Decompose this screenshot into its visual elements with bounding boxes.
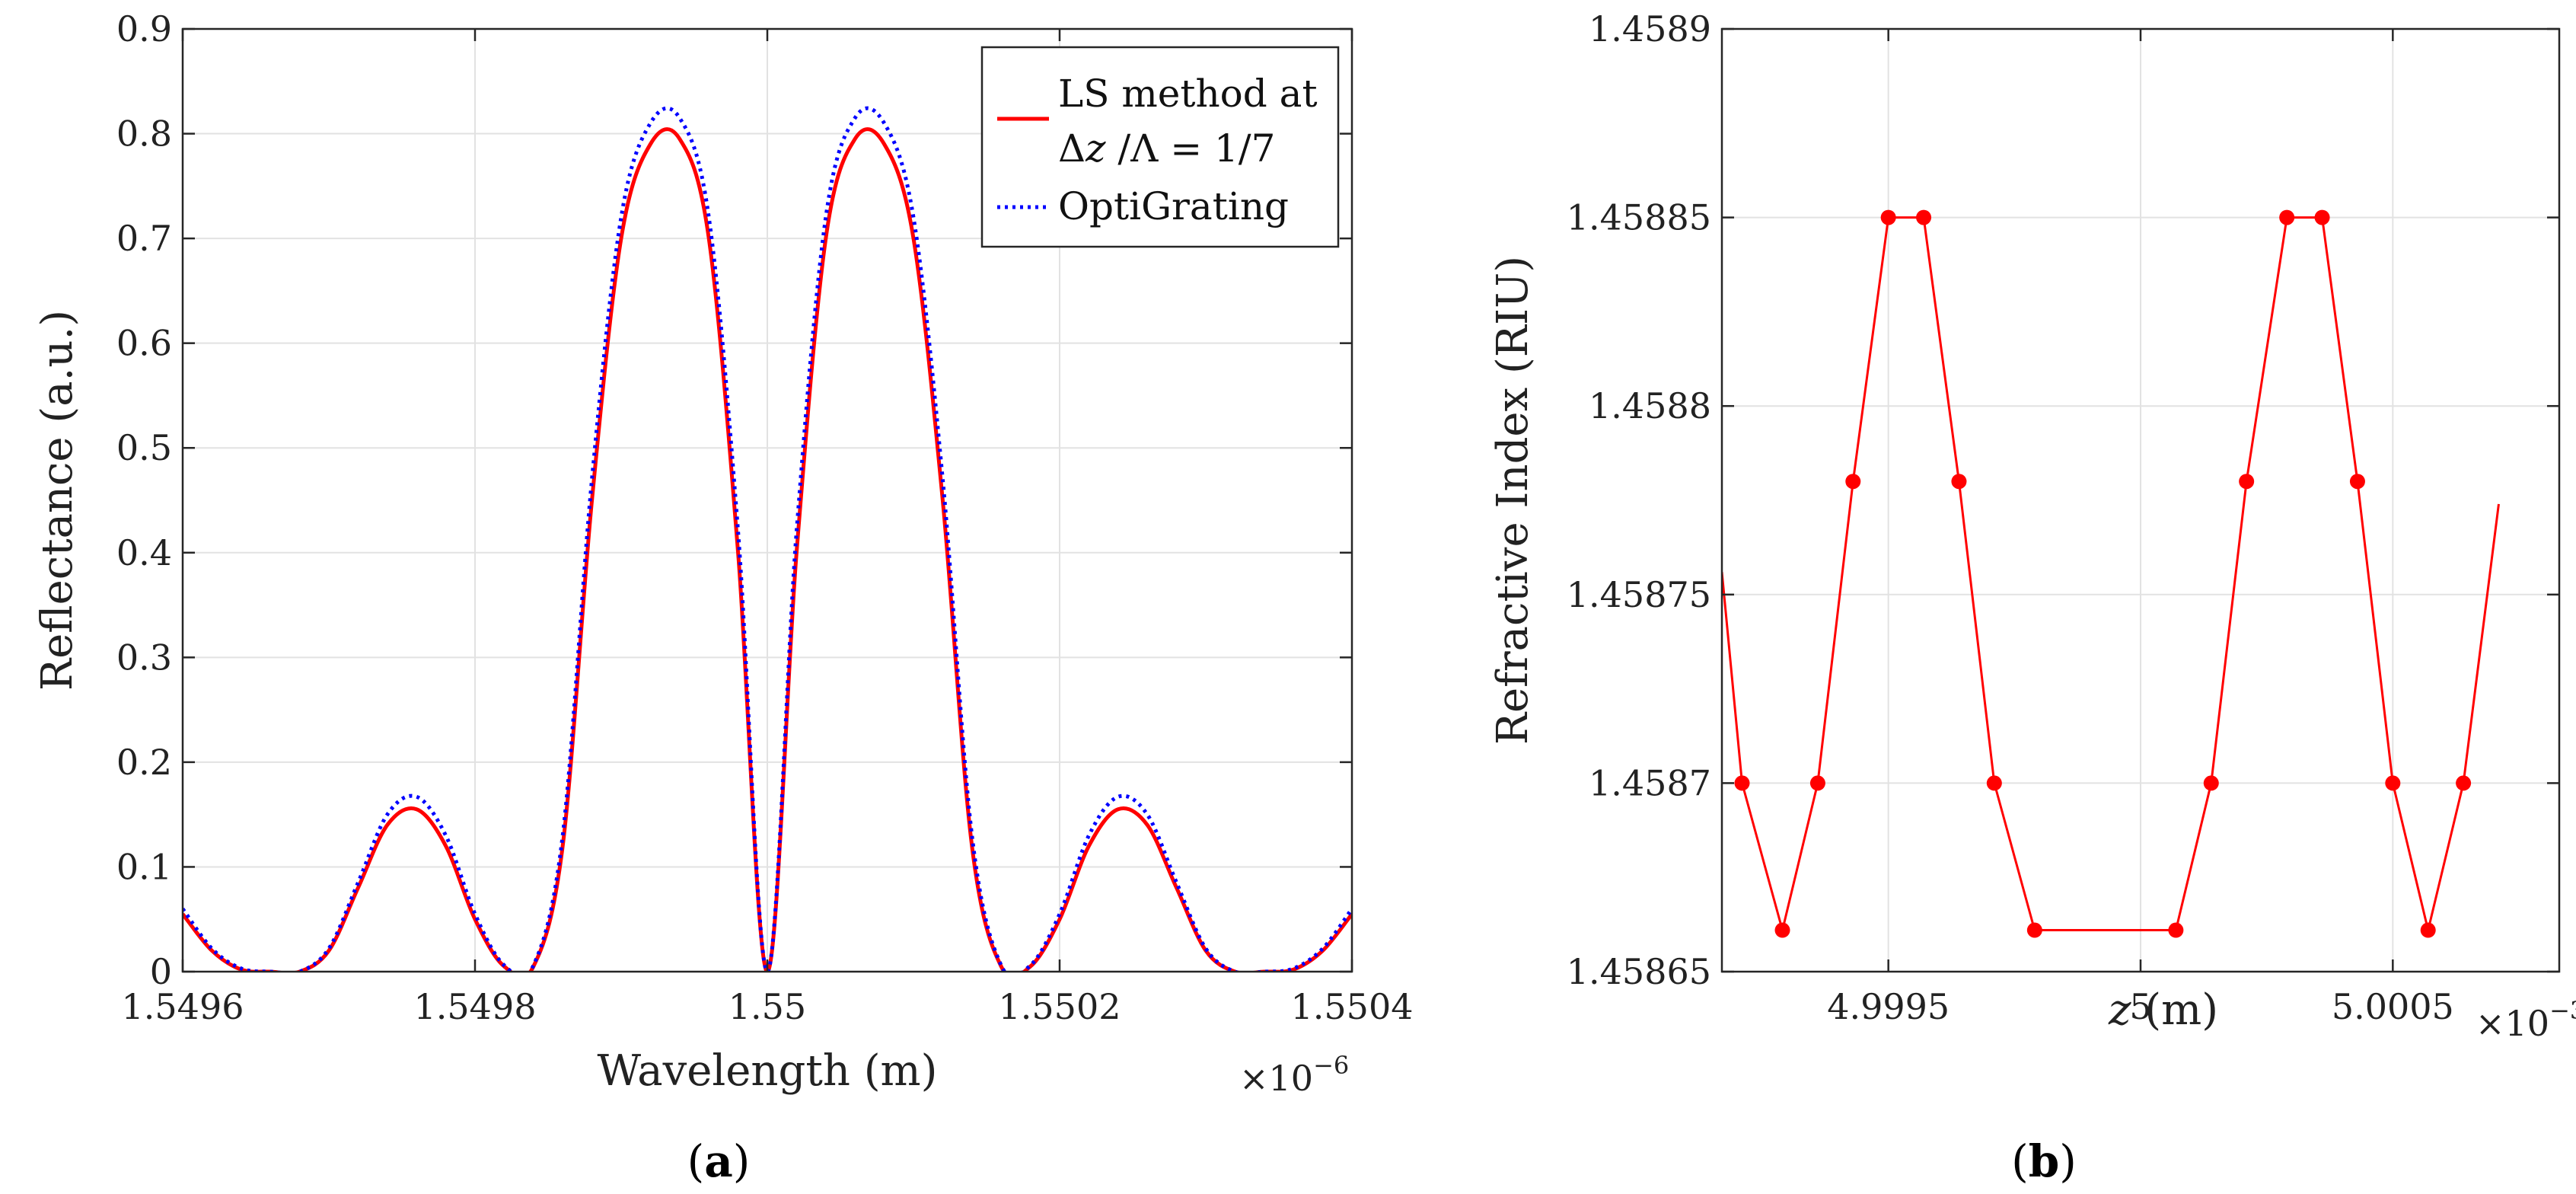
y-tick-label: 0.1	[116, 846, 172, 887]
panel-a-y-ticks: 0 0.1 0.2 0.3 0.4 0.5 0.6 0.7 0.8 0.9	[116, 8, 1352, 992]
data-point	[1809, 775, 1825, 791]
y-tick-label: 0.4	[116, 532, 172, 573]
y-tick-label: 0.2	[116, 742, 172, 783]
y-tick-label: 0.5	[116, 427, 172, 468]
data-point	[2420, 922, 2436, 938]
x-tick-label: 1.5504	[1291, 986, 1414, 1027]
data-point	[2314, 209, 2330, 225]
data-point	[2239, 474, 2255, 490]
panel-a-y-axis-label: Reflectance (a.u.)	[33, 310, 82, 691]
panel-b-x-ticks: 4.9995 5 5.0005	[1827, 29, 2454, 1027]
x-tick-label: 1.5496	[122, 986, 244, 1027]
x-tick-label: 1.55	[728, 986, 806, 1027]
x-tick-label: 1.5502	[999, 986, 1121, 1027]
data-point	[2279, 209, 2295, 225]
panel-a-caption: (a)	[687, 1135, 751, 1187]
data-point	[1951, 474, 1967, 490]
series-line-refractive-index	[1722, 216, 2500, 932]
y-tick-label: 0.6	[116, 323, 172, 364]
y-tick-label: 1.4588	[1589, 385, 1711, 426]
y-tick-label: 1.45865	[1567, 951, 1711, 992]
panel-b-refractive-index-chart: 4.9995 5 5.0005 1.45865 1.4587 1.45875 1.4588…	[1488, 8, 2576, 1187]
y-tick-label: 0.7	[116, 218, 172, 259]
data-point	[1916, 209, 1932, 225]
y-tick-label: 1.4587	[1589, 762, 1711, 803]
panel-a-x-ticks: 1.5496 1.5498 1.55 1.5502 1.5504	[122, 29, 1414, 1027]
data-point	[1734, 775, 1750, 791]
legend-label-optigrating: OptiGrating	[1058, 184, 1289, 228]
data-point	[2026, 922, 2042, 938]
legend-box	[980, 46, 1340, 248]
panel-b-x-exponent: ×10−3	[2476, 996, 2576, 1044]
y-tick-label: 0	[150, 951, 172, 992]
data-point	[2168, 922, 2184, 938]
y-tick-label: 1.45875	[1567, 574, 1711, 615]
legend-label-ls-method-line1: LS method at	[1058, 72, 1318, 116]
panel-a-series	[183, 106, 1352, 972]
panel-b-y-ticks: 1.45865 1.4587 1.45875 1.4588 1.45885 1.4589	[1567, 8, 2559, 992]
panel-b-series	[1722, 209, 2500, 938]
y-tick-label: 0.8	[116, 113, 172, 155]
data-point	[2456, 775, 2472, 791]
data-point	[1845, 474, 1861, 490]
panel-a-x-exponent: ×10−6	[1239, 1051, 1349, 1099]
legend-label-ls-method-line2: Δz /Λ = 1/7	[1058, 126, 1275, 171]
panel-b-caption: (b)	[2011, 1135, 2077, 1187]
panel-a-reflectance-chart: 1.5496 1.5498 1.55 1.5502 1.5504 00.10.20.30…	[33, 8, 1413, 1187]
panel-b-y-axis-label: Refractive Index (RIU)	[1488, 256, 1538, 745]
data-point	[2385, 775, 2401, 791]
y-tick-label: 1.4589	[1589, 8, 1711, 49]
panel-b-x-axis-label: z (m)	[2108, 985, 2218, 1035]
series-line-ls-method	[183, 127, 1352, 972]
x-tick-label: 4.9995	[1827, 986, 1950, 1027]
data-point	[1774, 922, 1790, 938]
panel-a-x-axis-label: Wavelength (m)	[598, 1046, 938, 1096]
x-tick-label: 5.0005	[2332, 986, 2454, 1027]
x-tick-label: 1.5498	[414, 986, 537, 1027]
y-tick-label: 0.3	[116, 637, 172, 678]
x-tick-label: 5	[2129, 986, 2151, 1027]
y-tick-label: 0.9	[116, 8, 172, 49]
data-point	[1880, 209, 1896, 225]
data-point	[1986, 775, 2002, 791]
panel-b-grid	[1722, 28, 2559, 972]
data-point	[2349, 474, 2365, 490]
panel-a-legend: LS method at Δz /Λ = 1/7 OptiGrating	[980, 46, 1340, 248]
y-tick-label: 1.45885	[1567, 197, 1711, 238]
data-point	[2203, 775, 2219, 791]
